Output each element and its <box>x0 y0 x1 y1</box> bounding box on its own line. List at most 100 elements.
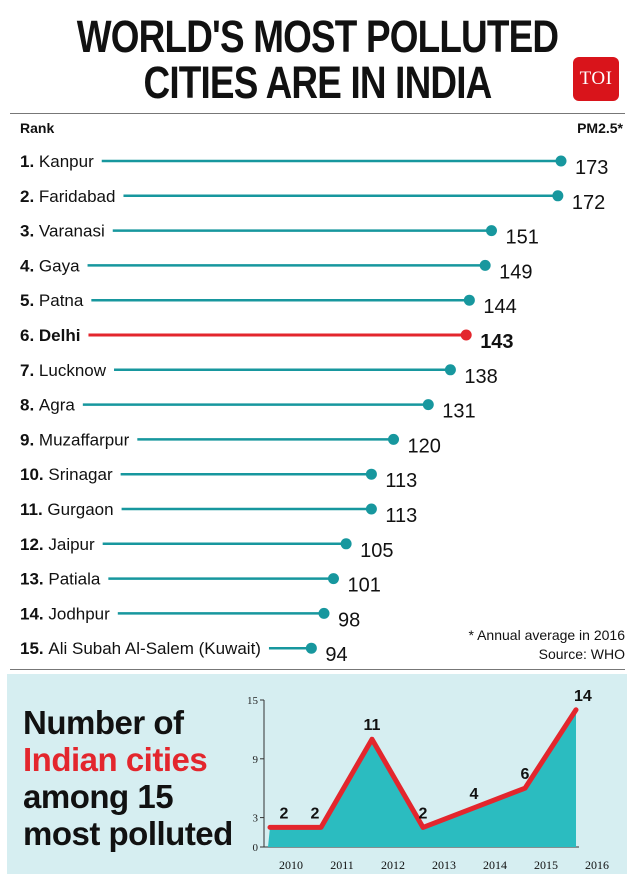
x-tick-label: 2013 <box>432 858 456 872</box>
indian-cities-panel: Number of Indian cities among 15 most po… <box>7 674 627 874</box>
city-name: Muzaffarpur <box>39 430 130 449</box>
lollipop-dot <box>552 190 564 202</box>
data-label: 2 <box>419 805 428 822</box>
annual-average-note: * Annual average in 2016 <box>468 627 625 643</box>
lollipop-dot <box>463 294 475 306</box>
value-label: 172 <box>572 192 605 214</box>
source-note: Source: WHO <box>538 646 625 662</box>
caption-line-3: among 15 <box>23 778 174 815</box>
value-label: 144 <box>483 296 516 318</box>
x-tick-label: 2010 <box>279 858 303 872</box>
city-label: 6. Delhi <box>20 326 80 345</box>
city-name: Kanpur <box>39 152 94 171</box>
x-tick-label: 2015 <box>534 858 558 872</box>
value-label: 173 <box>575 157 608 179</box>
city-label: 10. Srinagar <box>20 465 113 484</box>
city-label: 7. Lucknow <box>20 361 107 380</box>
city-label: 4. Gaya <box>20 256 80 275</box>
panel-caption: Number of Indian cities among 15 most po… <box>23 704 233 852</box>
x-tick-label: 2016 <box>585 858 609 872</box>
lollipop-dot <box>365 468 377 480</box>
rank-number: 14. <box>20 604 48 623</box>
city-name: Gurgaon <box>47 500 113 519</box>
area-fill <box>268 709 576 847</box>
city-name: Gaya <box>39 256 80 275</box>
lollipop-dot <box>318 607 330 619</box>
city-name: Srinagar <box>48 465 113 484</box>
city-label: 12. Jaipur <box>20 535 95 554</box>
toi-logo: TOI <box>573 57 619 101</box>
rank-number: 9. <box>20 430 39 449</box>
city-label: 15. Ali Subah Al-Salem (Kuwait) <box>20 639 261 658</box>
indian-cities-trend-chart: 0 3 9 15 2 2010 2 2011 11 2012 2 2013 4 2014 6 2015 14 20… <box>247 688 609 872</box>
city-name: Delhi <box>39 326 81 345</box>
city-label: 1. Kanpur <box>20 152 94 171</box>
city-label: 13. Patiala <box>20 570 101 589</box>
rank-number: 8. <box>20 396 39 415</box>
y-tick-label: 9 <box>253 754 259 766</box>
lollipop-dot <box>365 503 377 515</box>
value-label: 143 <box>480 331 513 353</box>
city-name: Patiala <box>48 570 101 589</box>
value-label: 120 <box>408 435 441 457</box>
value-label: 113 <box>385 470 417 492</box>
pm25-lollipop-chart: 1. Kanpur 173 2. Faridabad 172 3. Varanasi 15… <box>20 152 608 666</box>
page-title: WORLD'S MOST POLLUTED CITIES ARE IN INDI… <box>57 14 578 106</box>
city-name: Patna <box>39 291 84 310</box>
lollipop-dot <box>422 399 434 411</box>
value-label: 105 <box>360 540 393 562</box>
lollipop-dot <box>460 329 472 341</box>
data-label: 6 <box>521 766 530 783</box>
lollipop-dot <box>340 538 352 550</box>
rank-number: 2. <box>20 187 39 206</box>
rank-number: 12. <box>20 535 48 554</box>
rank-number: 13. <box>20 570 48 589</box>
value-label: 94 <box>325 644 347 666</box>
city-label: 5. Patna <box>20 291 84 310</box>
title-line-1: WORLD'S MOST POLLUTED <box>76 11 559 62</box>
city-label: 14. Jodhpur <box>20 604 110 623</box>
value-label: 113 <box>385 505 417 527</box>
city-label: 9. Muzaffarpur <box>20 430 130 449</box>
rank-header: Rank <box>20 120 55 136</box>
value-label: 138 <box>464 366 497 388</box>
value-label: 98 <box>338 609 360 631</box>
y-tick-label: 0 <box>253 842 259 854</box>
x-tick-label: 2012 <box>381 858 405 872</box>
city-name: Jodhpur <box>48 604 110 623</box>
lollipop-dot <box>555 155 567 167</box>
value-label: 131 <box>442 401 475 423</box>
rank-number: 5. <box>20 291 39 310</box>
data-label: 4 <box>470 786 479 803</box>
data-label: 11 <box>364 717 381 734</box>
city-name: Jaipur <box>48 535 95 554</box>
title-line-2: CITIES ARE IN INDIA <box>143 57 493 108</box>
trend-line <box>267 707 579 830</box>
city-label: 2. Faridabad <box>20 187 115 206</box>
y-tick-label: 3 <box>253 813 259 825</box>
bottom-divider <box>10 669 625 670</box>
value-label: 149 <box>499 261 532 283</box>
data-label: 14 <box>574 688 592 705</box>
rank-number: 3. <box>20 222 39 241</box>
lollipop-dot <box>388 433 400 445</box>
city-name: Faridabad <box>39 187 116 206</box>
city-name: Ali Subah Al-Salem (Kuwait) <box>48 639 261 658</box>
rank-number: 1. <box>20 152 39 171</box>
data-label: 2 <box>280 805 289 822</box>
y-tick-label: 15 <box>247 695 259 707</box>
rank-number: 15. <box>20 639 48 658</box>
rank-number: 4. <box>20 256 39 275</box>
footnote: * Annual average in 2016 Source: WHO <box>469 626 625 664</box>
lollipop-dot <box>479 259 491 271</box>
city-name: Varanasi <box>39 222 105 241</box>
city-name: Agra <box>39 396 75 415</box>
value-label: 101 <box>347 575 380 597</box>
x-tick-label: 2014 <box>483 858 507 872</box>
x-tick-label: 2011 <box>330 858 354 872</box>
lollipop-dot <box>444 364 456 376</box>
caption-line-1: Number of <box>23 704 184 741</box>
rank-number: 10. <box>20 465 48 484</box>
caption-line-2: Indian cities <box>23 741 208 778</box>
city-label: 3. Varanasi <box>20 222 105 241</box>
